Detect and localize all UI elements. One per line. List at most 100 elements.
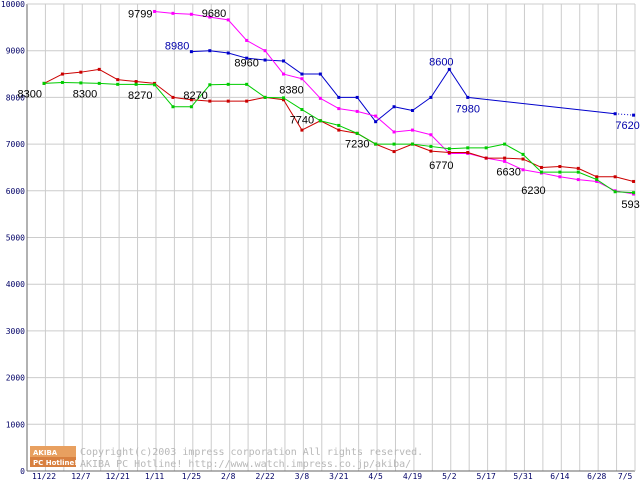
data-point [355, 109, 359, 113]
data-point [632, 113, 636, 117]
data-point [300, 108, 304, 112]
data-point [392, 130, 396, 134]
data-point [134, 80, 138, 84]
y-tick-label: 4000 [6, 280, 25, 289]
data-point [42, 81, 46, 85]
data-point [429, 144, 433, 148]
series-segment [154, 82, 174, 98]
data-label: 7740 [290, 115, 314, 127]
y-tick-label: 10000 [1, 0, 25, 9]
series-segment [154, 10, 174, 14]
logo-text: AKIBA [33, 449, 58, 457]
series-segment [227, 19, 248, 41]
series-segment [228, 52, 247, 59]
data-point [466, 146, 470, 150]
y-tick-label: 3000 [6, 327, 25, 336]
y-tick-label: 0 [20, 467, 25, 476]
data-label: 6770 [429, 160, 453, 172]
data-label: 8980 [165, 41, 189, 53]
data-point [263, 58, 267, 62]
data-label: 8380 [279, 85, 303, 97]
series-segment [209, 16, 229, 21]
series-layer [42, 9, 636, 196]
series-segment [338, 129, 358, 134]
x-tick-label: 3/21 [329, 472, 348, 480]
data-point [116, 82, 120, 86]
data-point [374, 114, 378, 118]
series-segment [578, 179, 597, 182]
data-point [263, 95, 267, 99]
series-segment [375, 143, 395, 153]
data-point [208, 83, 212, 87]
data-point [613, 190, 617, 194]
data-point [208, 99, 212, 103]
series-segment [449, 147, 468, 150]
series-segment [430, 69, 450, 98]
data-label: 8300 [73, 88, 97, 100]
series-segment [283, 97, 303, 110]
series-segment [283, 99, 303, 131]
data-label: 8270 [128, 90, 152, 102]
data-point [447, 147, 451, 151]
x-tick-label: 1/25 [182, 472, 201, 480]
data-point [466, 95, 470, 99]
data-point [282, 59, 286, 63]
series-segment [541, 166, 560, 168]
series-segment [191, 99, 210, 102]
series-segment [578, 167, 597, 178]
data-point [282, 98, 286, 102]
data-point [521, 168, 525, 172]
watermark: AKIBA PC Hotline! Copyright(c)2003 impre… [30, 446, 423, 470]
data-point [558, 165, 562, 169]
copyright-line-2: AKIBA PC Hotline! http://www.watch.impre… [80, 459, 411, 470]
data-label: 8960 [234, 58, 258, 70]
x-tick-label: 7/5 [618, 472, 633, 480]
data-label: 6230 [521, 185, 545, 197]
series-segment [43, 73, 63, 84]
y-tick-label: 8000 [6, 93, 25, 102]
series-segment [393, 143, 413, 153]
data-point [116, 78, 120, 82]
data-label: 8300 [18, 88, 42, 100]
data-point [134, 82, 138, 86]
data-point [282, 72, 286, 76]
data-label: 8270 [183, 90, 207, 102]
series-segment [486, 157, 505, 162]
data-point [374, 120, 378, 124]
series-3 [42, 80, 636, 195]
data-point [337, 123, 341, 127]
data-point [245, 56, 249, 60]
x-tick-labels: 11/22 12/7 12/21 1/11 1/25 2/8 2/22 3/8 3/21 4/5 4… [32, 472, 633, 480]
series-segment [467, 152, 487, 159]
series-segment [62, 71, 81, 75]
data-label: 5930 [621, 199, 640, 211]
series-segment [541, 172, 560, 178]
series-segment [504, 160, 524, 171]
series-segment [412, 143, 432, 152]
data-point [595, 179, 599, 183]
data-point [429, 149, 433, 153]
data-label: 7980 [456, 103, 480, 115]
data-point [153, 83, 157, 87]
series-segment [559, 176, 579, 181]
series-segment [357, 110, 376, 117]
series-segment [412, 129, 432, 136]
data-point [171, 11, 175, 15]
x-tick-label: 5/31 [513, 472, 532, 480]
data-point [410, 142, 414, 146]
series-segment [246, 83, 266, 98]
series-segment [430, 134, 450, 154]
y-tick-label: 9000 [6, 47, 25, 56]
data-point [521, 152, 525, 156]
series-segment [319, 73, 340, 98]
series-segment [430, 145, 450, 150]
data-point [576, 178, 580, 182]
data-point [392, 142, 396, 146]
series-segment [356, 132, 376, 145]
x-tick-label: 2/8 [221, 472, 236, 480]
data-point [97, 81, 101, 85]
series-segment [172, 96, 192, 101]
data-point [392, 150, 396, 154]
data-point [466, 151, 470, 155]
